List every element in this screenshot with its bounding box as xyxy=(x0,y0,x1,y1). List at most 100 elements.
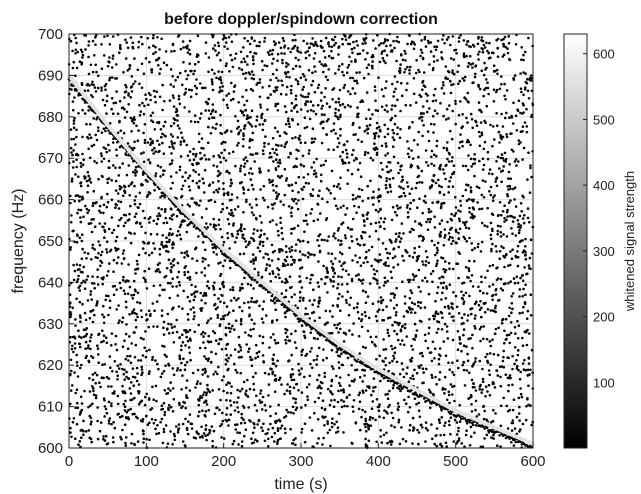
noise-point xyxy=(411,348,415,351)
noise-point xyxy=(90,258,93,261)
noise-point xyxy=(173,118,177,122)
noise-point xyxy=(265,263,269,266)
noise-point xyxy=(82,265,85,269)
noise-point xyxy=(315,175,318,178)
noise-point xyxy=(510,295,513,298)
noise-point xyxy=(347,313,351,317)
noise-point xyxy=(481,367,484,371)
noise-point xyxy=(247,121,250,124)
noise-point xyxy=(392,248,395,251)
noise-point xyxy=(382,220,386,224)
noise-point xyxy=(440,328,444,331)
noise-point xyxy=(126,354,129,358)
noise-point xyxy=(96,268,99,271)
noise-point xyxy=(338,88,342,92)
noise-point xyxy=(207,70,210,74)
noise-point xyxy=(247,350,250,354)
noise-point xyxy=(373,134,377,138)
noise-point xyxy=(419,54,422,58)
noise-point xyxy=(96,86,100,90)
noise-point xyxy=(332,44,336,47)
noise-point xyxy=(468,210,471,214)
noise-point xyxy=(232,214,235,217)
noise-point xyxy=(102,437,105,441)
noise-point xyxy=(312,161,316,164)
noise-point xyxy=(485,433,489,437)
noise-point xyxy=(142,151,145,154)
noise-point xyxy=(298,299,302,303)
noise-point xyxy=(110,332,114,335)
noise-point xyxy=(499,136,503,140)
noise-point xyxy=(477,37,480,40)
noise-point xyxy=(273,151,276,155)
noise-point xyxy=(425,220,428,224)
noise-point xyxy=(204,52,208,55)
noise-point xyxy=(344,38,348,41)
noise-point xyxy=(484,180,487,183)
noise-point xyxy=(280,424,284,428)
noise-point xyxy=(140,368,144,371)
noise-point xyxy=(397,40,401,44)
noise-point xyxy=(213,303,216,307)
noise-point xyxy=(98,243,102,247)
noise-point xyxy=(135,212,138,215)
noise-point xyxy=(175,234,179,237)
noise-point xyxy=(297,362,300,366)
noise-point xyxy=(503,35,507,39)
noise-point xyxy=(167,332,171,335)
noise-point xyxy=(211,108,215,112)
noise-point xyxy=(210,350,213,354)
noise-point xyxy=(354,60,357,63)
noise-point xyxy=(482,405,485,409)
noise-point xyxy=(69,248,72,251)
noise-point xyxy=(129,241,133,245)
noise-point xyxy=(349,76,352,80)
noise-point xyxy=(386,110,389,113)
noise-point xyxy=(477,303,481,307)
noise-point xyxy=(429,122,433,126)
noise-point xyxy=(191,371,195,375)
noise-point xyxy=(338,292,341,296)
noise-point xyxy=(170,326,174,329)
noise-point xyxy=(364,41,367,45)
noise-point xyxy=(317,260,320,263)
noise-point xyxy=(434,375,437,379)
noise-point xyxy=(229,327,233,330)
noise-point xyxy=(297,191,300,194)
noise-point xyxy=(321,104,324,108)
noise-point xyxy=(246,39,250,43)
noise-point xyxy=(145,414,148,418)
noise-point xyxy=(333,423,336,426)
noise-point xyxy=(352,399,356,402)
noise-point xyxy=(292,199,296,203)
noise-point xyxy=(95,304,98,307)
noise-point xyxy=(95,70,98,74)
noise-point xyxy=(170,218,174,221)
noise-point xyxy=(91,80,94,84)
noise-point xyxy=(523,214,526,217)
noise-point xyxy=(215,253,218,256)
noise-point xyxy=(353,378,357,381)
noise-point xyxy=(204,86,207,90)
noise-point xyxy=(221,419,225,423)
noise-point xyxy=(159,375,163,379)
noise-point xyxy=(375,269,379,273)
noise-point xyxy=(161,173,165,176)
noise-point xyxy=(200,137,204,140)
noise-point xyxy=(452,58,456,61)
noise-point xyxy=(345,156,349,159)
noise-point xyxy=(499,424,503,428)
noise-point xyxy=(400,426,403,429)
noise-point xyxy=(102,304,105,308)
noise-point xyxy=(96,283,100,286)
noise-point xyxy=(437,357,441,361)
noise-point xyxy=(133,232,136,235)
noise-point xyxy=(227,326,231,330)
noise-point xyxy=(379,258,383,262)
noise-point xyxy=(528,267,531,270)
noise-point xyxy=(101,313,104,316)
noise-point xyxy=(287,117,290,120)
noise-point xyxy=(361,230,365,234)
noise-point xyxy=(252,300,256,304)
